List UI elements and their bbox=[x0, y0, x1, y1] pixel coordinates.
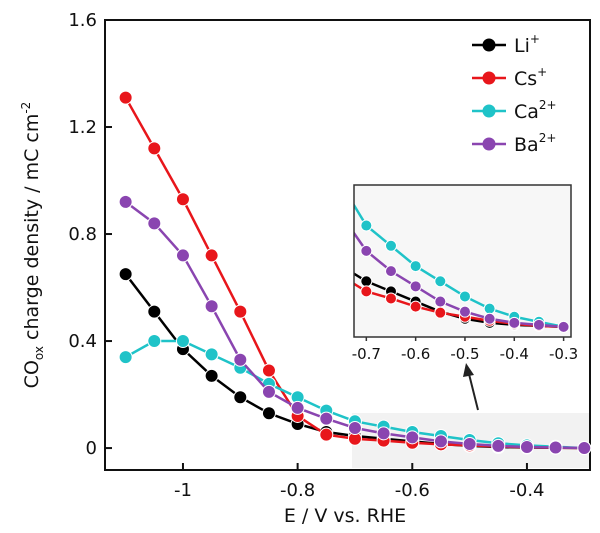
data-point-ca bbox=[204, 347, 219, 362]
x-tick-label: -1 bbox=[174, 480, 192, 501]
data-point-ba bbox=[360, 244, 373, 257]
data-point-ba bbox=[405, 430, 420, 445]
data-point-li bbox=[360, 275, 373, 288]
y-tick-label: 0.8 bbox=[68, 224, 97, 245]
data-point-cs bbox=[434, 306, 447, 319]
data-point-ba bbox=[376, 426, 391, 441]
data-point-ba bbox=[491, 438, 506, 453]
x-axis-label: E / V vs. RHE bbox=[284, 505, 406, 527]
data-point-ba bbox=[261, 384, 276, 399]
data-point-ba bbox=[384, 265, 397, 278]
data-point-ca bbox=[360, 219, 373, 232]
legend-label: Li+ bbox=[514, 32, 540, 57]
data-point-cs bbox=[336, 271, 347, 282]
data-point-ca bbox=[384, 239, 397, 252]
legend-label: Cs+ bbox=[514, 65, 547, 90]
inset-x-tick-label: -0.7 bbox=[352, 345, 381, 363]
data-point-cs bbox=[261, 363, 276, 378]
inset-x-tick-label: -0.5 bbox=[450, 345, 479, 363]
data-point-cs bbox=[360, 285, 373, 298]
data-point-ba bbox=[483, 312, 496, 325]
data-point-ca bbox=[175, 334, 190, 349]
legend-label: Ca2+ bbox=[514, 98, 557, 123]
data-point-ba bbox=[336, 210, 347, 221]
legend-marker bbox=[482, 71, 496, 85]
data-point-ca bbox=[483, 302, 496, 315]
y-tick-label: 1.2 bbox=[68, 117, 97, 138]
data-point-ba bbox=[508, 316, 521, 329]
data-point-ba bbox=[577, 441, 592, 456]
data-point-cs bbox=[175, 192, 190, 207]
y-tick-label: 1.6 bbox=[68, 10, 97, 31]
data-point-ba bbox=[204, 299, 219, 314]
inset-x-tick-label: -0.6 bbox=[401, 345, 430, 363]
data-point-li bbox=[233, 390, 248, 405]
data-point-ba bbox=[548, 440, 563, 455]
data-point-ba bbox=[290, 400, 305, 415]
data-point-ba bbox=[147, 216, 162, 231]
data-point-cs bbox=[409, 300, 422, 313]
data-point-ba bbox=[118, 194, 133, 209]
data-point-cs bbox=[118, 90, 133, 105]
data-point-li bbox=[336, 261, 347, 272]
data-point-ca bbox=[147, 334, 162, 349]
data-point-ca bbox=[458, 290, 471, 303]
data-point-ca bbox=[118, 350, 133, 365]
plot-frame bbox=[104, 19, 591, 471]
data-point-ba bbox=[175, 248, 190, 263]
inset-plot bbox=[336, 180, 570, 333]
arrow-line bbox=[468, 373, 479, 411]
data-point-ba bbox=[458, 305, 471, 318]
data-point-ba bbox=[319, 411, 334, 426]
data-point-li bbox=[147, 304, 162, 319]
data-point-cs bbox=[319, 427, 334, 442]
data-point-ba bbox=[433, 434, 448, 449]
data-point-ba bbox=[409, 280, 422, 293]
legend-marker bbox=[482, 38, 496, 52]
inset-x-tick-label: -0.3 bbox=[549, 345, 578, 363]
data-point-ba bbox=[233, 352, 248, 367]
data-point-ca bbox=[434, 275, 447, 288]
data-point-ba bbox=[519, 439, 534, 454]
legend-label: Ba2+ bbox=[514, 131, 556, 156]
y-tick-label: 0 bbox=[86, 438, 97, 459]
y-tick-label: 0.4 bbox=[68, 331, 97, 352]
x-tick-label: -0.4 bbox=[509, 480, 544, 501]
data-point-ba bbox=[532, 318, 545, 331]
data-point-li bbox=[204, 368, 219, 383]
data-point-ca bbox=[336, 180, 347, 191]
arrow-head-icon bbox=[463, 363, 474, 377]
legend-marker bbox=[482, 137, 496, 151]
data-point-li bbox=[118, 267, 133, 282]
data-point-cs bbox=[384, 292, 397, 305]
data-point-ba bbox=[557, 320, 570, 333]
series-line-ca bbox=[354, 202, 564, 329]
legend-marker bbox=[482, 104, 496, 118]
data-point-ba bbox=[462, 437, 477, 452]
data-point-cs bbox=[233, 304, 248, 319]
data-point-ba bbox=[347, 420, 362, 435]
data-point-ba bbox=[434, 295, 447, 308]
series-line-ba bbox=[354, 230, 564, 329]
inset-x-tick-label: -0.4 bbox=[500, 345, 529, 363]
data-point-ca bbox=[409, 260, 422, 273]
inset-frame bbox=[353, 184, 572, 338]
data-point-cs bbox=[147, 141, 162, 156]
data-point-cs bbox=[204, 248, 219, 263]
x-tick-label: -0.6 bbox=[395, 480, 430, 501]
x-tick-label: -0.8 bbox=[280, 480, 315, 501]
y-axis-label: COox charge density / mC cm-2 bbox=[19, 102, 46, 389]
data-point-li bbox=[261, 406, 276, 421]
